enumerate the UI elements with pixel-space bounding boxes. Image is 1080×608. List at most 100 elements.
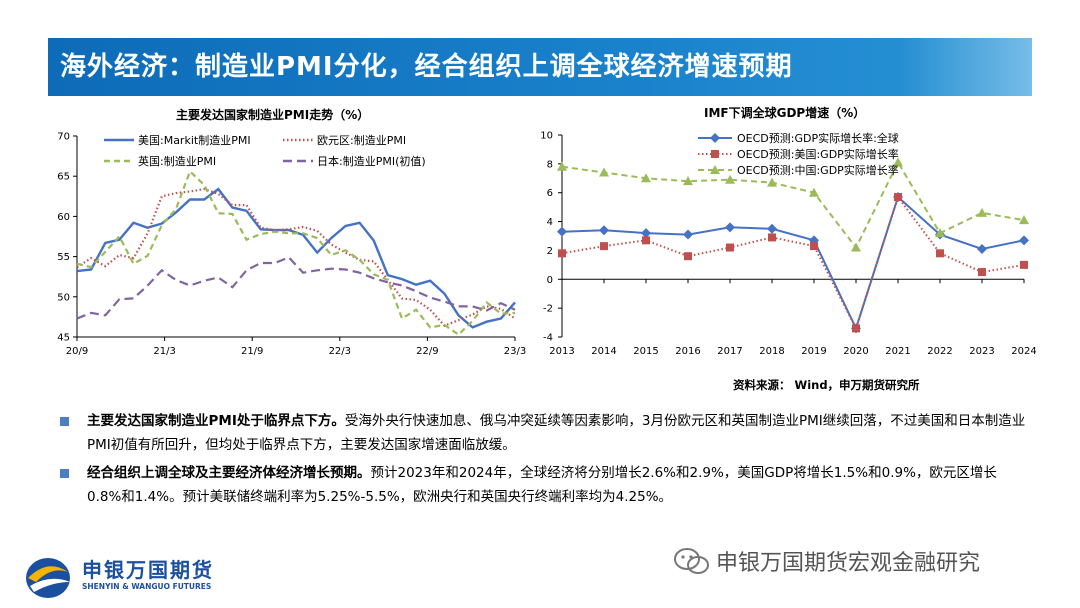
gdp-y-tick-label: -2: [543, 304, 553, 315]
bullet-heading: 经合组织上调全球及主要经济体经济增长预期。: [87, 465, 371, 481]
bullet-square-icon: [60, 469, 69, 478]
pmi-series-line-3: [76, 256, 516, 320]
pmi-y-tick-label: 50: [57, 292, 70, 303]
gdp-x-tick-label: 2014: [591, 346, 616, 357]
title-bar: 海外经济：制造业PMI分化，经合组织上调全球经济增速预期: [48, 38, 1032, 96]
gdp-legend-marker-0: [710, 133, 720, 143]
gdp-y-tick-label: 10: [540, 131, 553, 142]
gdp-x-tick-label: 2021: [885, 346, 910, 357]
pmi-legend-label-2: 英国:制造业PMI: [138, 154, 216, 168]
bullet-text: 主要发达国家制造业PMI处于临界点下方。受海外央行快速加息、俄乌冲突延续等因素影…: [87, 409, 1030, 457]
gdp-point-0-6: [809, 235, 819, 246]
gdp-point-2-9: [935, 228, 945, 238]
gdp-legend-marker-1: [711, 150, 719, 158]
page-title: 海外经济：制造业PMI分化，经合组织上调全球经济增速预期: [60, 52, 793, 82]
bullet-pmi: 主要发达国家制造业PMI处于临界点下方。受海外央行快速加息、俄乌冲突延续等因素影…: [60, 409, 1030, 457]
pmi-y-tick-label: 55: [57, 252, 70, 263]
globe-logo-icon: [26, 558, 70, 598]
gdp-chart: -4 -2 0 2 4 6 8 10 2013 2014 2015 2016 2017 2018 2019 2…: [540, 131, 1036, 358]
pmi-y-tick-label: 65: [57, 172, 70, 183]
pmi-chart: 45 50 55 60 65 70 20/9 21/3 21/9 22/3 22/9 23/3 美国:M…: [57, 132, 526, 358]
gdp-point-0-4: [725, 222, 735, 233]
bullet-square-icon: [60, 417, 69, 426]
gdp-x-tick-label: 2016: [675, 346, 700, 357]
gdp-x-tick-label: 2020: [843, 346, 868, 357]
gdp-point-1-4: [726, 243, 734, 252]
wechat-account-name: 申银万国期货宏观金融研究: [716, 551, 981, 576]
gdp-point-0-2: [641, 228, 651, 239]
pmi-y-tick-label: 60: [57, 212, 70, 223]
gdp-legend-label-2: OECD预测:中国:GDP实际增长率: [737, 163, 899, 177]
gdp-point-1-5: [768, 233, 776, 242]
gdp-y-tick-label: 2: [547, 246, 553, 257]
pmi-chart-title: 主要发达国家制造业PMI走势（%）: [176, 108, 370, 122]
pmi-legend-label-3: 日本:制造业PMI(初值): [317, 154, 426, 168]
title-bar-accent: [902, 38, 1032, 96]
gdp-y-tick-label: 0: [547, 275, 553, 286]
gdp-series-line-1: [561, 194, 1025, 331]
gdp-point-1-6: [810, 242, 818, 251]
gdp-x-tick-label: 2023: [969, 346, 994, 357]
bullet-heading: 主要发达国家制造业PMI处于临界点下方。: [87, 413, 345, 429]
pmi-x-tick-label: 21/9: [241, 346, 263, 357]
gdp-point-2-0: [557, 161, 567, 171]
gdp-point-1-8: [894, 193, 902, 202]
bullet-body: 受海外央行快速加息、俄乌冲突延续等因素影响，3月份欧元区和英国制造业PMI继续回…: [87, 413, 1026, 453]
gdp-point-2-10: [977, 207, 987, 217]
pmi-y-tick-label: 70: [57, 132, 70, 143]
gdp-y-tick-label: 4: [547, 217, 553, 228]
gdp-legend-marker-2: [710, 165, 720, 174]
gdp-y-tick-label: 6: [547, 188, 553, 199]
gdp-point-2-8: [893, 157, 903, 167]
gdp-legend-label-1: OECD预测:美国:GDP实际增长率: [737, 147, 899, 161]
gdp-point-0-11: [1019, 235, 1029, 246]
source-note: 资料来源： Wind，申万期货研究所: [733, 378, 920, 392]
pmi-x-tick-label: 22/3: [329, 346, 351, 357]
gdp-point-2-3: [683, 176, 693, 186]
gdp-x-tick-label: 2024: [1011, 346, 1036, 357]
gdp-point-1-0: [558, 249, 566, 258]
gdp-series-line-0: [561, 195, 1025, 332]
gdp-y-tick-label: 8: [547, 159, 553, 170]
gdp-point-2-2: [641, 173, 651, 183]
bullet-oecd: 经合组织上调全球及主要经济体经济增长预期。预计2023年和2024年，全球经济将…: [60, 461, 1030, 509]
pmi-series-line-0: [76, 187, 516, 329]
gdp-point-0-5: [767, 223, 777, 234]
gdp-point-0-0: [557, 226, 567, 237]
gdp-point-2-4: [725, 174, 735, 184]
pmi-y-tick-label: 45: [57, 333, 70, 344]
gdp-point-0-10: [977, 243, 987, 254]
pmi-series-line-2: [76, 169, 516, 337]
pmi-x-tick-label: 23/3: [504, 346, 526, 357]
gdp-point-2-6: [809, 187, 819, 197]
pmi-x-tick-label: 22/9: [416, 346, 438, 357]
gdp-y-tick-label: -4: [543, 333, 553, 344]
pmi-legend-label-0: 美国:Markit制造业PMI: [138, 133, 251, 147]
gdp-point-1-1: [600, 242, 608, 251]
gdp-x-tick-label: 2015: [633, 346, 658, 357]
logo-cn-text: 申银万国期货: [82, 558, 214, 582]
gdp-x-tick-label: 2018: [759, 346, 784, 357]
gdp-point-2-1: [599, 167, 609, 177]
bullet-text: 经合组织上调全球及主要经济体经济增长预期。预计2023年和2024年，全球经济将…: [87, 461, 1030, 509]
gdp-point-1-2: [642, 236, 650, 245]
pmi-series-line-1: [76, 187, 516, 328]
wechat-icon: [674, 548, 709, 574]
gdp-point-2-11: [1019, 215, 1029, 225]
pmi-x-tick-label: 21/3: [153, 346, 175, 357]
logo-en-text: SHENYIN & WANGUO FUTURES: [82, 582, 212, 591]
pmi-legend-label-1: 欧元区:制造业PMI: [317, 133, 406, 147]
bullet-body: 预计2023年和2024年，全球经济将分别增长2.6%和2.9%，美国GDP将增…: [87, 465, 997, 505]
gdp-x-tick-label: 2019: [801, 346, 826, 357]
gdp-series-line-2: [561, 160, 1025, 250]
gdp-point-0-3: [683, 229, 693, 240]
gdp-point-2-5: [767, 177, 777, 187]
gdp-x-tick-label: 2022: [927, 346, 952, 357]
gdp-point-1-3: [684, 252, 692, 261]
gdp-chart-title: IMF下调全球GDP增速（%）: [704, 106, 866, 120]
gdp-legend-label-0: OECD预测:GDP实际增长率:全球: [737, 131, 899, 145]
gdp-point-1-11: [1020, 260, 1028, 269]
pmi-x-tick-label: 20/9: [66, 346, 88, 357]
company-logo: 申银万国期货 SHENYIN & WANGUO FUTURES: [22, 552, 222, 600]
gdp-point-1-9: [936, 249, 944, 258]
